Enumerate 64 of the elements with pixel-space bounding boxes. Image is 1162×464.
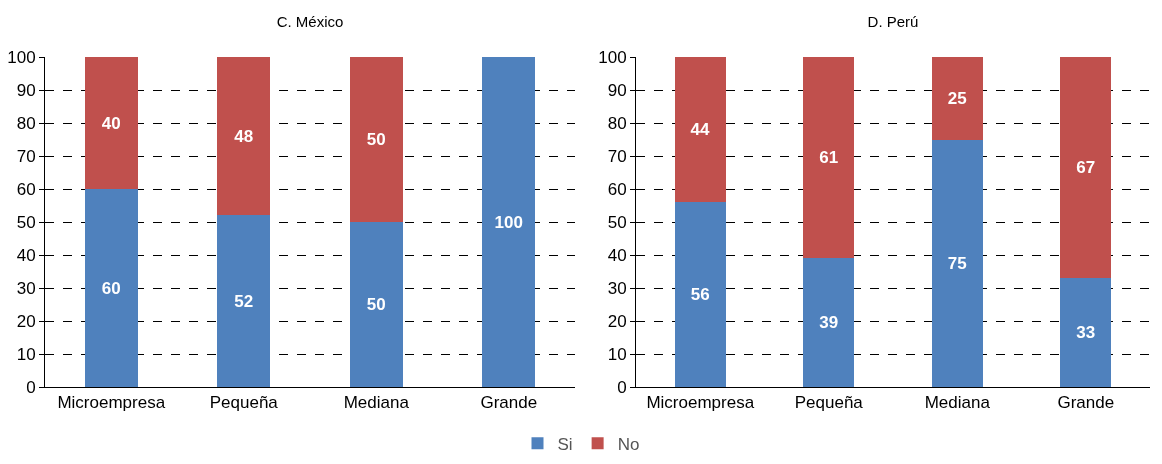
bar <box>1060 57 1112 279</box>
data-label: 56 <box>690 285 710 305</box>
data-label: 67 <box>1076 158 1096 178</box>
y-tick-label: 60 <box>607 179 627 199</box>
data-label: 50 <box>366 130 386 149</box>
y-tick-label: 100 <box>598 47 627 67</box>
data-label: 52 <box>234 291 254 311</box>
y-tick-label: 60 <box>16 179 36 199</box>
y-tick-label: 90 <box>607 80 627 100</box>
bar <box>674 202 726 387</box>
x-tick-label: Microempresa <box>57 393 166 413</box>
y-tick-label: 10 <box>607 344 627 364</box>
bar <box>217 57 271 216</box>
data-label: 48 <box>234 126 254 146</box>
bar <box>84 189 138 387</box>
bar <box>674 57 726 203</box>
data-label: 60 <box>101 278 121 298</box>
y-tick-label: 0 <box>617 377 627 397</box>
y-tick-label: 40 <box>607 245 627 265</box>
y-tick-label: 50 <box>607 212 627 232</box>
bar <box>84 57 138 189</box>
data-label: 40 <box>101 113 121 133</box>
y-tick-label: 30 <box>607 278 627 298</box>
bar <box>931 139 983 387</box>
x-tick-label: Pequeña <box>209 393 279 413</box>
bar <box>803 57 855 259</box>
y-tick-label: 20 <box>607 311 627 331</box>
data-label: 44 <box>690 120 710 140</box>
x-tick-label: Mediana <box>343 393 410 413</box>
y-tick-label: 100 <box>7 47 36 67</box>
bar <box>349 222 403 387</box>
bar <box>349 57 403 222</box>
y-tick-label: 80 <box>607 113 627 133</box>
y-tick-label: 70 <box>16 146 36 166</box>
x-tick-label: Pequeña <box>794 393 864 413</box>
x-tick-label: Grande <box>1057 393 1115 413</box>
bar <box>1060 278 1112 387</box>
y-tick-label: 10 <box>16 344 36 364</box>
y-tick-label: 90 <box>16 80 36 100</box>
y-tick-label: 40 <box>16 245 36 265</box>
chart-title: C. México <box>276 13 344 31</box>
chart-title: D. Perú <box>867 13 919 31</box>
y-tick-label: 0 <box>26 377 36 397</box>
y-tick-label: 20 <box>16 311 36 331</box>
y-tick-label: 80 <box>16 113 36 133</box>
data-label: 39 <box>819 313 839 333</box>
y-tick-label: 70 <box>607 146 627 166</box>
data-label: 75 <box>947 253 967 273</box>
bar <box>482 57 536 387</box>
data-label: 25 <box>947 88 967 108</box>
bar <box>217 215 271 387</box>
y-tick-label: 30 <box>16 278 36 298</box>
data-label: 33 <box>1076 323 1096 343</box>
legend-label: Si <box>557 434 573 454</box>
x-tick-label: Grande <box>480 393 538 413</box>
data-label: 61 <box>819 148 839 168</box>
bar <box>931 57 983 140</box>
legend-label: No <box>617 434 640 454</box>
data-label: 100 <box>494 212 523 232</box>
bar <box>803 258 855 387</box>
x-tick-label: Microempresa <box>646 393 755 413</box>
y-tick-label: 50 <box>16 212 36 232</box>
x-tick-label: Mediana <box>924 393 991 413</box>
data-label: 50 <box>366 295 386 314</box>
